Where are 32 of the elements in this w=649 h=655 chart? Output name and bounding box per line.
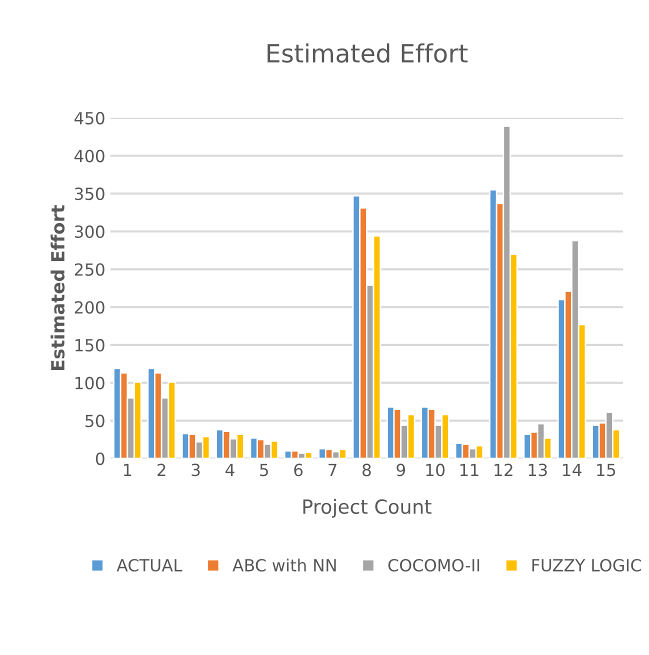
legend-label: ACTUAL [116,558,182,572]
legend-label: FUZZY LOGIC [532,558,641,572]
y-tick-label: 100 [75,376,104,390]
x-axis-title: Project Count [303,498,432,518]
y-tick-label: 0 [96,452,104,466]
legend-label: COCOMO-II [388,558,480,572]
y-tick-label: 450 [74,112,104,124]
x-tick-label: 7 [328,464,336,476]
x-tick-label: 14 [562,464,582,476]
x-tick-label: 4 [225,464,234,476]
y-tick-label: 400 [74,150,104,162]
x-tick-label: 5 [260,464,268,476]
y-tick-label: 200 [74,301,104,314]
y-axis-title: Estimated Effort [50,205,65,370]
legend-label: ABC with NN [232,558,336,572]
x-tick-label: 8 [362,464,371,476]
y-tick-label: 350 [74,188,104,200]
x-tick-label: 9 [396,464,405,476]
x-tick-label: 6 [294,464,303,476]
x-tick-label: 13 [528,464,547,476]
chart-title: Estimated Effort [268,43,468,63]
y-tick-label: 300 [74,225,104,238]
x-tick-label: 12 [494,464,512,476]
x-tick-label: 15 [597,464,616,476]
x-tick-label: 10 [426,464,445,476]
x-tick-label: 1 [124,464,132,476]
y-tick-label: 50 [86,414,104,428]
x-tick-label: 11 [460,464,478,476]
y-tick-label: 250 [74,263,104,276]
y-tick-label: 150 [75,338,104,352]
x-tick-label: 3 [192,464,200,476]
x-tick-label: 2 [158,464,166,476]
